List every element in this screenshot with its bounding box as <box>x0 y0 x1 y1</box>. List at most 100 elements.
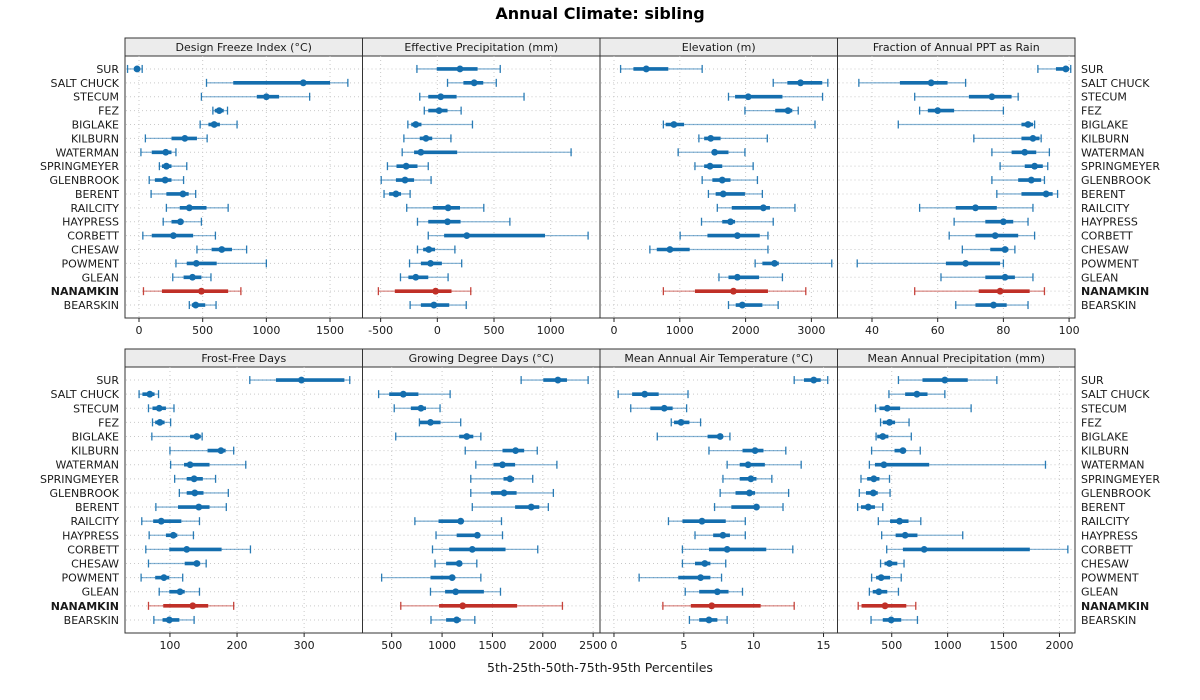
panel-frost-free-days: Frost-Free Days 100 200 300 <box>124 348 363 652</box>
percentile-row-railcity <box>877 517 922 526</box>
median-dot <box>988 93 996 101</box>
percentile-row-haypress <box>416 217 511 226</box>
median-dot <box>1024 121 1032 128</box>
station-label-left-nanamkin: NANAMKIN <box>51 285 119 298</box>
median-dot <box>417 404 425 412</box>
median-dot <box>879 433 887 440</box>
axis-tick-label: 200 <box>227 639 248 652</box>
percentile-row-glenbrook <box>719 488 790 497</box>
axis-tick-label: 500 <box>881 639 902 652</box>
axis-tick-label: 2500 <box>579 639 607 652</box>
percentile-row-biglake <box>897 120 1036 129</box>
panel-design-freeze-index-c-: Design Freeze Index (°C) 0 500 1000 1500 <box>124 37 363 337</box>
percentile-row-salt-chuck <box>888 390 946 399</box>
percentile-row-stecum <box>727 92 824 101</box>
station-label-left-sur: SUR <box>96 63 119 76</box>
station-label-right-fez: FEZ <box>1081 105 1102 118</box>
percentile-row-haypress <box>881 531 964 540</box>
median-dot <box>716 433 724 440</box>
axis-tick-label: 1500 <box>478 639 506 652</box>
axis-tick-label: 10 <box>747 639 761 652</box>
percentiles-caption: 5th-25th-50th-75th-95th Percentiles <box>487 660 713 675</box>
median-dot <box>886 418 893 426</box>
median-dot <box>727 218 734 226</box>
panel-mean-annual-precipitation-mm-: Mean Annual Precipitation (mm) 500 1000 150… <box>837 348 1076 652</box>
panel-strip-title: Growing Degree Days (°C) <box>409 352 554 365</box>
median-dot <box>192 259 200 267</box>
median-dot <box>169 531 177 539</box>
median-dot <box>887 616 895 624</box>
percentile-row-powment <box>870 573 902 582</box>
percentile-row-nanamkin <box>857 601 917 610</box>
panel-growing-degree-days-c-: Growing Degree Days (°C) 500 1000 1500 2000 2… <box>362 348 607 652</box>
median-dot <box>753 503 760 511</box>
station-label-right-chesaw: CHESAW <box>1081 244 1129 257</box>
station-label-right-berent: BERENT <box>1081 188 1125 201</box>
median-dot <box>179 190 187 198</box>
station-label-left-glenbrook: GLENBROOK <box>49 174 119 187</box>
median-dot <box>660 404 668 412</box>
median-dot <box>412 121 420 128</box>
percentile-row-nanamkin <box>147 601 235 610</box>
percentile-row-glean <box>718 273 784 282</box>
median-dot <box>670 121 678 128</box>
axis-tick-label: 100 <box>159 639 180 652</box>
percentile-row-springmeyer <box>470 474 534 483</box>
percentile-row-sur <box>249 376 351 385</box>
percentile-row-railcity <box>406 203 485 212</box>
median-dot <box>554 376 562 384</box>
percentile-row-bearskin <box>955 301 1029 310</box>
percentile-row-springmeyer <box>173 474 217 483</box>
median-dot <box>880 461 888 469</box>
median-dot <box>468 545 476 553</box>
median-dot <box>990 301 997 309</box>
panel-strip-title: Design Freeze Index (°C) <box>176 41 312 54</box>
axis-tick-label: 2000 <box>732 324 760 337</box>
median-dot <box>191 489 199 497</box>
percentile-row-springmeyer <box>694 162 754 171</box>
median-dot <box>218 246 226 253</box>
median-dot <box>457 517 465 525</box>
median-dot <box>399 390 407 398</box>
percentile-row-glean <box>399 273 449 282</box>
station-label-left-biglake: BIGLAKE <box>72 431 119 444</box>
median-dot <box>437 93 445 101</box>
percentile-row-stecum <box>914 92 1019 101</box>
percentile-row-bearskin <box>153 615 195 624</box>
percentile-row-railcity <box>716 203 796 212</box>
median-dot <box>430 301 438 309</box>
percentile-row-glenbrook <box>701 176 759 185</box>
median-dot <box>444 218 451 226</box>
median-dot <box>453 616 461 624</box>
axis-tick-label: 0 <box>610 639 617 652</box>
station-label-left-glean: GLEAN <box>82 586 119 599</box>
median-dot <box>432 287 440 295</box>
station-label-right-powment: POWMENT <box>1081 572 1139 585</box>
median-dot <box>701 560 709 567</box>
percentile-row-waterman <box>140 148 177 157</box>
axis-tick-label: -500 <box>368 324 393 337</box>
axis-tick-label: 500 <box>381 639 402 652</box>
percentile-row-nanamkin <box>662 601 795 610</box>
median-dot <box>262 93 270 101</box>
station-label-left-springmeyer: SPRINGMEYER <box>40 160 119 173</box>
median-dot <box>155 404 163 412</box>
station-label-right-salt-chuck: SALT CHUCK <box>1081 77 1150 90</box>
percentile-row-corbett <box>431 545 539 554</box>
median-dot <box>161 176 169 184</box>
median-dot <box>962 259 970 267</box>
station-label-right-glenbrook: GLENBROOK <box>1081 174 1151 187</box>
median-dot <box>500 489 508 497</box>
percentile-row-chesaw <box>649 245 769 254</box>
station-label-right-waterman: WATERMAN <box>1081 459 1145 472</box>
percentile-row-bearskin <box>188 301 217 310</box>
axis-tick-label: 1500 <box>990 639 1018 652</box>
station-label-right-springmeyer: SPRINGMEYER <box>1081 160 1160 173</box>
station-label-left-haypress: HAYPRESS <box>62 529 119 542</box>
median-dot <box>195 503 203 511</box>
median-dot <box>157 517 165 525</box>
percentile-row-stecum <box>200 92 311 101</box>
median-dot <box>719 531 727 539</box>
percentile-row-berent <box>707 189 764 198</box>
